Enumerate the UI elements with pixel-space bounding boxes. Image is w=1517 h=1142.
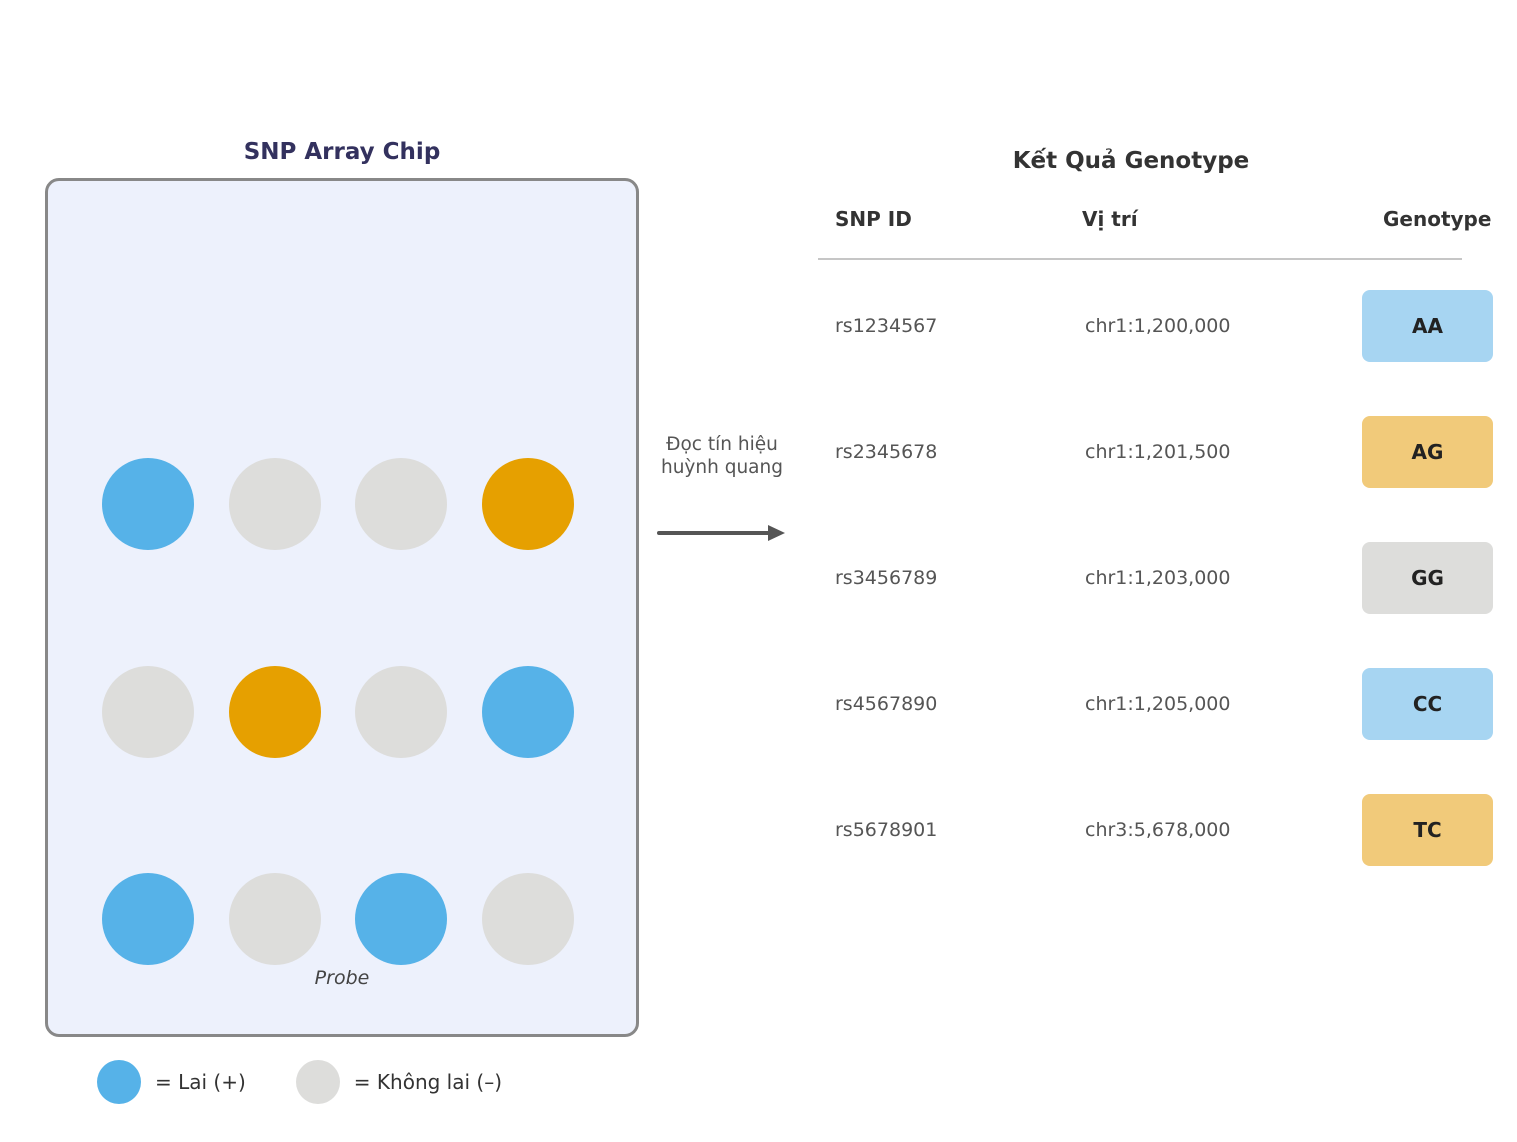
genotype-badge: AA: [1362, 290, 1493, 362]
arrow-label: Đọc tín hiệu huỳnh quang: [660, 434, 783, 478]
probe-dot-gray: [102, 666, 194, 758]
probe-dot-blue: [102, 458, 194, 550]
probe-dot-orange: [229, 666, 321, 758]
arrow-head: [768, 525, 785, 541]
arrow-shaft: [657, 531, 770, 535]
probe-dot-blue: [482, 666, 574, 758]
table-row: rs2345678 chr1:1,201,500 AG: [0, 416, 1517, 488]
probe-dot-gray: [229, 873, 321, 965]
position-cell: chr1:1,203,000: [1085, 567, 1231, 589]
probe-dot-gray: [229, 458, 321, 550]
legend-label-positive: = Lai (+): [155, 1070, 246, 1094]
table-row: rs4567890 chr1:1,205,000 CC: [0, 668, 1517, 740]
genotype-badge: CC: [1362, 668, 1493, 740]
non-hybridized-dot-icon: [295, 1060, 340, 1104]
legend-label-negative: = Không lai (–): [353, 1070, 502, 1094]
legend: = Lai (+) = Không lai (–): [97, 1060, 502, 1104]
snp-id-cell: rs3456789: [835, 567, 938, 589]
position-cell: chr1:1,201,500: [1085, 441, 1231, 463]
probe-dot-orange: [482, 458, 574, 550]
chip-title: SNP Array Chip: [243, 139, 441, 165]
probe-dot-blue: [355, 873, 447, 965]
probe-dot-gray: [355, 458, 447, 550]
position-cell: chr3:5,678,000: [1085, 819, 1231, 841]
genotype-badge: GG: [1362, 542, 1493, 614]
position-cell: chr1:1,200,000: [1085, 315, 1231, 337]
position-cell: chr1:1,205,000: [1085, 693, 1231, 715]
genotype-badge: AG: [1362, 416, 1493, 488]
table-row: rs3456789 chr1:1,203,000 GG: [0, 542, 1517, 614]
snp-id-cell: rs1234567: [835, 315, 938, 337]
probe-dot-gray: [482, 873, 574, 965]
hybridized-dot-icon: [97, 1060, 141, 1104]
results-title: Kết Quả Genotype: [1012, 148, 1250, 174]
genotype-badge: TC: [1362, 794, 1493, 866]
snp-id-cell: rs2345678: [835, 441, 938, 463]
probe-dot-gray: [355, 666, 447, 758]
snp-id-cell: rs4567890: [835, 693, 938, 715]
right-arrow-icon: [657, 525, 787, 542]
column-header-genotype: Genotype: [1383, 207, 1492, 231]
snp-id-cell: rs5678901: [835, 819, 938, 841]
snp-array-chip: Probe: [45, 178, 639, 1037]
column-header-position: Vị trí: [1082, 207, 1138, 231]
probe-label: Probe: [314, 967, 370, 989]
table-row: rs5678901 chr3:5,678,000 TC: [0, 794, 1517, 866]
header-divider: [818, 258, 1462, 260]
table-row: rs1234567 chr1:1,200,000 AA: [0, 290, 1517, 362]
column-header-snp-id: SNP ID: [835, 207, 912, 231]
probe-dot-blue: [102, 873, 194, 965]
